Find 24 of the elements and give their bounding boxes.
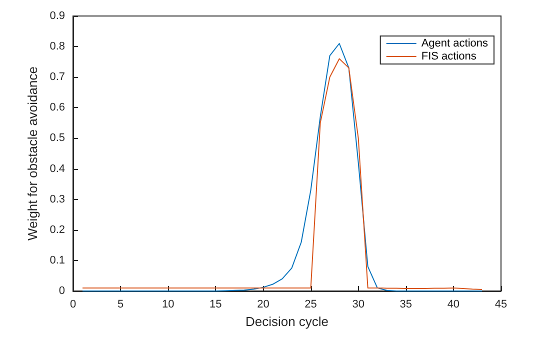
y-tick-label: 0.7	[50, 71, 65, 84]
x-tick-label: 5	[117, 298, 124, 310]
y-tick-label: 0.6	[50, 102, 65, 114]
y-tick-label: 0	[58, 285, 65, 297]
x-tick-label: 15	[210, 298, 222, 310]
x-tick-label: 30	[352, 298, 364, 310]
x-axis-title: Decision cycle	[245, 314, 329, 329]
x-tick-label: 40	[447, 298, 460, 310]
y-tick-label: 0.1	[50, 254, 65, 266]
legend-label: Agent actions	[421, 38, 488, 50]
x-tick-label: 45	[494, 298, 508, 310]
x-tick-label: 10	[162, 298, 174, 310]
x-tick-label: 25	[304, 298, 317, 310]
y-tick-label: 0.5	[50, 132, 65, 144]
y-tick-label: 0.8	[50, 40, 65, 53]
y-tick-label: 0.3	[50, 193, 65, 206]
y-axis-title: Weight for obstacle avoidance	[24, 66, 40, 240]
x-tick-label: 0	[70, 298, 76, 310]
y-tick-label: 0.2	[50, 224, 65, 236]
y-tick-label: 0.9	[50, 10, 65, 22]
y-tick-label: 0.4	[50, 162, 65, 175]
x-tick-label: 35	[400, 298, 412, 310]
legend-label: FIS actions	[421, 50, 477, 62]
x-tick-label: 20	[257, 298, 270, 310]
